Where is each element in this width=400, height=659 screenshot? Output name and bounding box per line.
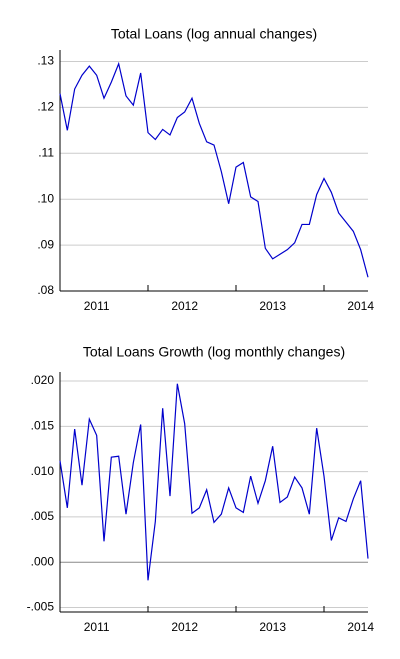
- x-tick-label: 2011: [84, 299, 110, 313]
- y-tick-label: .010: [31, 464, 55, 478]
- y-tick-label: .11: [38, 145, 54, 159]
- chart-title: Total Loans (log annual changes): [111, 26, 317, 42]
- x-tick-label: 2014: [347, 299, 374, 313]
- y-tick-label: .005: [31, 509, 55, 523]
- y-tick-label: .09: [37, 237, 54, 251]
- x-tick-label: 2014: [347, 620, 374, 634]
- x-tick-label: 2013: [259, 299, 286, 313]
- x-tick-label: 2012: [171, 299, 198, 313]
- x-tick-label: 2012: [171, 620, 198, 634]
- x-tick-label: 2011: [84, 620, 110, 634]
- y-tick-label: .10: [37, 191, 54, 205]
- y-tick-label: .020: [31, 373, 55, 387]
- y-tick-label: .000: [31, 554, 55, 568]
- y-tick-label: .12: [37, 100, 54, 114]
- y-tick-label: .13: [37, 54, 54, 68]
- chart-title: Total Loans Growth (log monthly changes): [83, 344, 345, 360]
- y-tick-label: .015: [31, 419, 55, 433]
- x-tick-label: 2013: [259, 620, 286, 634]
- line-series: [59, 61, 369, 278]
- line-series: [59, 383, 369, 581]
- y-tick-label: .08: [37, 283, 54, 297]
- y-tick-label: -.005: [27, 600, 55, 614]
